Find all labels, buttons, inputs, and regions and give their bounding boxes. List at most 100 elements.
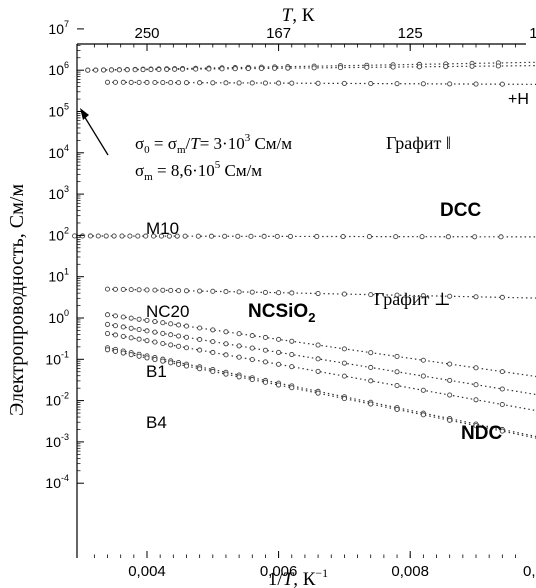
data-point bbox=[364, 64, 370, 70]
data-point bbox=[176, 288, 182, 294]
data-point bbox=[469, 63, 475, 69]
data-point bbox=[393, 234, 399, 240]
data-point bbox=[390, 64, 396, 70]
sigma-arrow-line bbox=[80, 110, 109, 156]
x-tick-label: 0,010 bbox=[523, 563, 536, 580]
data-point bbox=[262, 289, 268, 295]
data-point bbox=[182, 233, 188, 239]
data-point bbox=[249, 377, 255, 383]
data-point bbox=[136, 79, 142, 85]
data-point bbox=[160, 358, 166, 364]
data-point bbox=[144, 287, 150, 293]
data-point bbox=[79, 233, 86, 239]
sigma-arrow-head bbox=[80, 108, 89, 120]
data-point bbox=[289, 80, 295, 86]
y-tick-label: 100 bbox=[48, 308, 69, 326]
data-point bbox=[95, 233, 101, 239]
data-point bbox=[236, 354, 242, 360]
data-point bbox=[152, 319, 158, 325]
y-tick-label: 102 bbox=[48, 225, 69, 243]
data-point bbox=[419, 234, 425, 240]
data-point bbox=[416, 64, 422, 70]
data-point bbox=[183, 288, 190, 294]
data-point bbox=[210, 368, 216, 375]
data-point bbox=[168, 321, 174, 327]
data-point bbox=[143, 233, 149, 239]
data-point bbox=[112, 332, 118, 338]
data-point bbox=[112, 286, 118, 292]
data-point bbox=[262, 359, 268, 365]
x-tick-label: 0,006 bbox=[260, 563, 298, 580]
data-point bbox=[473, 382, 479, 388]
series-7 bbox=[104, 321, 536, 396]
data-point bbox=[249, 80, 255, 86]
data-point bbox=[498, 234, 504, 240]
data-point bbox=[197, 336, 203, 343]
series-line bbox=[107, 323, 536, 396]
graphite-parallel-label: Графит ‖ bbox=[386, 133, 451, 153]
data-point bbox=[160, 79, 166, 86]
data-point bbox=[223, 289, 229, 295]
data-point bbox=[152, 329, 158, 335]
data-point bbox=[447, 81, 453, 87]
series-line bbox=[107, 349, 536, 439]
y-tick-label: 10-1 bbox=[45, 349, 69, 367]
data-point bbox=[104, 312, 111, 318]
series-layer bbox=[72, 60, 536, 439]
data-point bbox=[128, 315, 134, 321]
data-point bbox=[314, 233, 320, 240]
data-point bbox=[223, 80, 229, 86]
data-point bbox=[420, 81, 426, 87]
data-point bbox=[176, 333, 182, 339]
data-point bbox=[223, 341, 229, 347]
data-point bbox=[287, 233, 293, 239]
data-point bbox=[368, 292, 374, 298]
data-point bbox=[248, 233, 254, 239]
data-point bbox=[272, 65, 278, 71]
data-point bbox=[249, 333, 255, 339]
data-point bbox=[148, 67, 154, 73]
data-point bbox=[168, 287, 174, 293]
series-4 bbox=[72, 233, 536, 240]
data-point bbox=[261, 233, 267, 239]
data-point bbox=[447, 417, 453, 423]
ticks-layer: 0,0040,0060,0080,0100,012250167125100831… bbox=[45, 19, 536, 580]
data-point bbox=[183, 80, 190, 86]
data-point bbox=[315, 290, 321, 297]
top-tick-label: 100 bbox=[529, 25, 536, 42]
data-point bbox=[447, 293, 453, 299]
data-point bbox=[168, 360, 174, 366]
data-point bbox=[112, 323, 118, 329]
y-tick-label: 10-4 bbox=[45, 473, 69, 491]
data-point bbox=[120, 286, 126, 293]
data-point bbox=[341, 291, 347, 297]
data-point bbox=[210, 288, 216, 294]
data-point bbox=[112, 313, 118, 319]
data-point bbox=[128, 352, 134, 358]
data-point bbox=[152, 287, 158, 293]
data-point bbox=[144, 317, 150, 323]
dcc-label: DCC bbox=[440, 200, 481, 221]
b4-label: B4 bbox=[146, 413, 167, 432]
data-point bbox=[235, 233, 241, 239]
y-tick-label: 105 bbox=[48, 102, 69, 120]
data-point bbox=[168, 80, 174, 86]
data-point bbox=[394, 292, 400, 298]
x-tick-label: 0,008 bbox=[391, 563, 429, 580]
data-point bbox=[210, 349, 216, 356]
data-point bbox=[394, 369, 400, 375]
data-point bbox=[197, 325, 203, 331]
data-point bbox=[128, 79, 134, 85]
data-point bbox=[340, 233, 346, 240]
data-point bbox=[208, 233, 215, 239]
data-point bbox=[176, 361, 182, 367]
data-point bbox=[236, 289, 242, 295]
data-point bbox=[195, 233, 201, 239]
data-point bbox=[93, 67, 99, 73]
data-point bbox=[128, 335, 134, 341]
data-point bbox=[394, 353, 400, 360]
data-point bbox=[289, 385, 295, 391]
data-point bbox=[120, 333, 126, 339]
sigmam-annotation: σm = 8,6·105 См/м bbox=[135, 159, 262, 183]
x-tick-label: 0,004 bbox=[128, 563, 166, 580]
